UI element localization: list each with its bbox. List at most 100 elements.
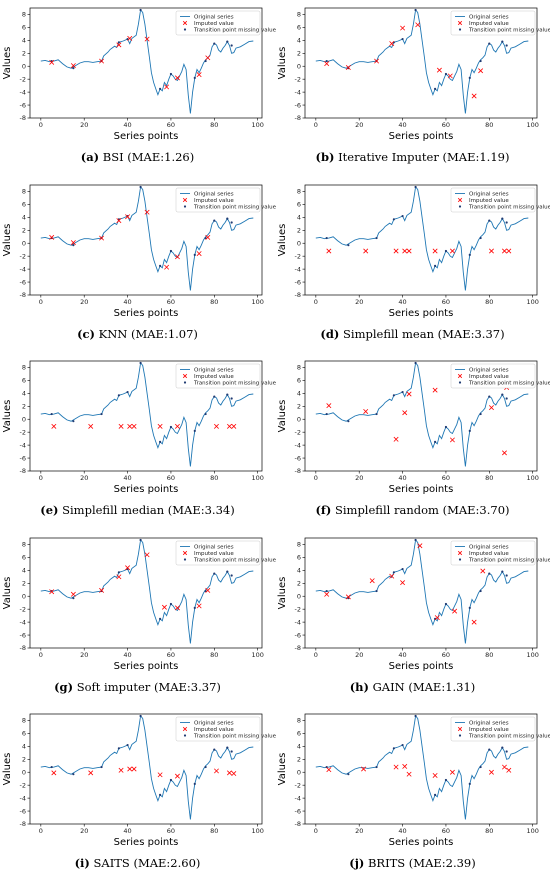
transition-point <box>501 570 504 573</box>
imputed-marker-stroke <box>345 65 351 71</box>
transition-point <box>433 793 437 796</box>
transition-point <box>401 390 404 394</box>
transition-point <box>169 249 173 253</box>
imputed-marker-stroke <box>164 264 170 270</box>
y-tick-label: 6 <box>297 24 301 32</box>
transition-point <box>213 748 216 751</box>
legend-dot-swatch <box>458 558 462 561</box>
imputed-marker-stroke <box>488 405 494 411</box>
imputed-marker-stroke <box>164 84 170 90</box>
x-tick-label: 0 <box>314 827 318 835</box>
imputed-marker-stroke <box>326 767 332 773</box>
y-tick-label: -8 <box>20 114 26 122</box>
transition-point <box>488 395 491 398</box>
imputed-marker-stroke <box>501 450 507 456</box>
transition-point <box>501 746 504 749</box>
transition-point <box>444 425 448 429</box>
transition-point <box>226 570 229 573</box>
y-tick-label: 6 <box>297 201 301 209</box>
x-tick-label: 100 <box>251 474 263 482</box>
series-line-original <box>315 8 529 114</box>
y-axis-label: Values <box>2 577 13 610</box>
y-axis-label: Values <box>2 753 13 786</box>
caption-label: (a) <box>80 150 100 164</box>
x-axis-label: Series points <box>114 837 179 848</box>
legend-label-original: Original series <box>194 192 234 198</box>
imputed-marker-stroke <box>118 423 124 429</box>
imputed-marker <box>480 568 486 574</box>
legend-label-transition: Transition point missing value <box>193 734 277 740</box>
imputed-marker-stroke <box>213 768 219 774</box>
x-tick-label: 80 <box>485 474 493 482</box>
imputed-marker <box>231 771 237 777</box>
imputed-marker <box>447 73 453 79</box>
transition-point <box>325 59 328 63</box>
transition-point <box>158 264 162 267</box>
x-tick-label: 20 <box>80 474 88 482</box>
x-axis-label: Series points <box>114 484 179 495</box>
imputed-marker <box>157 772 163 778</box>
imputed-marker-stroke <box>400 580 406 586</box>
x-tick-label: 40 <box>398 121 406 129</box>
imputed-marker <box>393 764 399 770</box>
caption-title: Simplefill mean (MAE:3.37) <box>343 327 505 341</box>
imputed-marker-stroke <box>174 75 180 81</box>
y-tick-label: 0 <box>297 62 301 70</box>
legend-dot-swatch <box>458 381 462 384</box>
transition-point <box>401 37 404 41</box>
imputed-marker-stroke <box>51 770 57 776</box>
x-tick-label: 60 <box>442 827 450 835</box>
imputed-marker <box>324 61 330 67</box>
legend-box <box>175 10 261 36</box>
imputed-marker-stroke <box>205 234 211 240</box>
imputed-marker-stroke <box>174 423 180 429</box>
imputed-marker-stroke <box>406 771 412 777</box>
x-tick-label: 20 <box>355 827 363 835</box>
y-tick-label: 2 <box>297 49 301 57</box>
y-axis-label: Values <box>2 47 13 80</box>
x-axis-label: Series points <box>389 308 454 319</box>
imputed-marker <box>196 603 202 609</box>
legend-box <box>450 363 536 389</box>
imputed-marker <box>116 218 122 224</box>
y-tick-label: 2 <box>22 579 26 587</box>
imputed-marker <box>70 591 76 597</box>
legend-label-original: Original series <box>469 545 509 551</box>
imputed-marker <box>116 42 122 48</box>
transition-point <box>347 420 350 423</box>
y-tick-label: -2 <box>20 252 26 260</box>
caption-label: (i) <box>74 856 90 870</box>
legend-box <box>450 10 536 36</box>
y-tick-label: -8 <box>295 291 301 299</box>
y-tick-label: 8 <box>297 188 301 196</box>
y-tick-label: -6 <box>295 631 301 639</box>
transition-point <box>139 538 142 542</box>
y-tick-label: -2 <box>295 781 301 789</box>
imputed-marker-stroke <box>127 766 133 772</box>
imputed-marker-stroke <box>434 615 440 621</box>
imputed-marker <box>127 423 133 429</box>
imputed-marker-stroke <box>326 248 332 254</box>
x-axis-label: Series points <box>389 484 454 495</box>
transition-point <box>158 793 162 796</box>
transition-point <box>488 572 491 575</box>
caption-title: Iterative Imputer (MAE:1.19) <box>338 150 510 164</box>
y-tick-label: 0 <box>297 239 301 247</box>
y-tick-label: 0 <box>22 62 26 70</box>
y-tick-label: 8 <box>22 188 26 196</box>
imputed-marker-stroke <box>49 59 55 65</box>
transition-point <box>444 778 448 782</box>
imputed-marker-stroke <box>157 772 163 778</box>
legend-label-original: Original series <box>194 545 234 551</box>
imputed-marker-stroke <box>144 552 150 558</box>
transition-point <box>193 606 196 609</box>
imputed-marker <box>127 766 133 772</box>
panel-caption: (d) Simplefill mean (MAE:3.37) <box>275 327 550 341</box>
transition-point <box>375 236 378 240</box>
transition-point <box>72 773 75 776</box>
imputed-marker-stroke <box>389 573 395 579</box>
imputed-marker-stroke <box>417 543 423 549</box>
x-tick-label: 80 <box>485 298 493 306</box>
